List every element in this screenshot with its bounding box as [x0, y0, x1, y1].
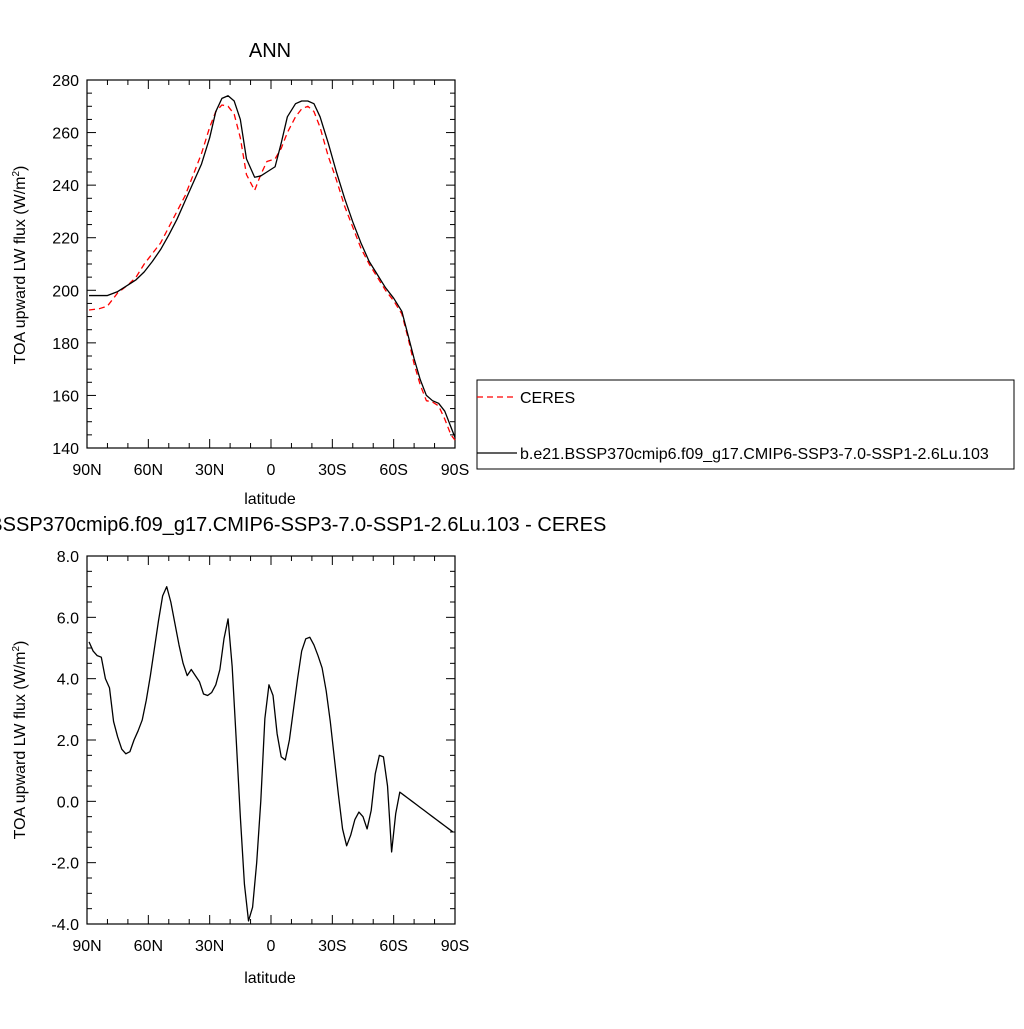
legend: CERES b.e21.BSSP370cmip6.f09_g17.CMIP6-S…: [476, 379, 1015, 470]
bottom-y-label-sup: 2: [11, 646, 22, 652]
top-plot-area: 90N 60N 30N 0 30S 60S 90S 140 160 180 200 220 240 260…: [52, 73, 469, 479]
bottom-chart-title: b.e21.BSSP370cmip6.f09_g17.CMIP6-SSP3-7.…: [0, 514, 606, 536]
bottom-y-tick-label: 0.0: [57, 794, 79, 811]
legend-ceres-label: CERES: [520, 390, 575, 407]
top-y-tick-label: 180: [52, 336, 79, 353]
top-y-tick-label: 280: [52, 73, 79, 90]
top-x-tick-label: 90N: [72, 462, 101, 479]
top-y-tick-label: 140: [52, 441, 79, 458]
bottom-x-tick-label: 90N: [72, 938, 101, 955]
top-y-label-sup: 2: [11, 171, 22, 177]
top-x-tick-label: 90S: [441, 462, 469, 479]
top-y-tick-label: 220: [52, 231, 79, 248]
top-x-tick-label: 30N: [195, 462, 224, 479]
top-x-tick-label: 60N: [134, 462, 163, 479]
bottom-series-line-0: [88, 586, 454, 922]
top-series-line-1: [89, 95, 456, 438]
bottom-plot-frame: [86, 555, 456, 925]
bottom-panel: b.e21.BSSP370cmip6.f09_g17.CMIP6-SSP3-7.…: [0, 514, 606, 987]
top-y-label-tail: ): [12, 166, 29, 171]
bottom-y-label-main: TOA upward LW flux (W/m: [12, 652, 29, 840]
bottom-x-axis-label: latitude: [244, 970, 296, 987]
bottom-x-tick-label: 60S: [379, 938, 407, 955]
top-series-line-0: [88, 104, 456, 441]
legend-model-label: b.e21.BSSP370cmip6.f09_g17.CMIP6-SSP3-7.…: [520, 446, 989, 463]
bottom-y-axis-label: TOA upward LW flux (W/m2): [11, 641, 29, 840]
bottom-x-tick-label: 30S: [318, 938, 346, 955]
bottom-y-tick-label: 2.0: [57, 733, 79, 750]
legend-box: [476, 379, 1015, 470]
bottom-y-tick-label: 8.0: [57, 549, 79, 566]
top-y-tick-label: 160: [52, 388, 79, 405]
top-chart-title: ANN: [249, 40, 291, 62]
bottom-x-tick-label: 0: [267, 938, 276, 955]
top-plot-frame: [86, 79, 456, 449]
top-x-axis-label: latitude: [244, 491, 296, 508]
top-panel: ANN latitude TOA upward LW flux (W/m2) 9…: [11, 40, 469, 508]
bottom-plot-area: 90N 60N 30N 0 30S 60S 90S -4.0 -2.0 0.0 2.0 4.0 6.0 8…: [51, 549, 469, 955]
top-y-tick-label: 240: [52, 178, 79, 195]
top-x-tick-label: 60S: [379, 462, 407, 479]
bottom-x-tick-label: 60N: [134, 938, 163, 955]
top-y-tick-label: 200: [52, 283, 79, 300]
bottom-x-tick-label: 90S: [441, 938, 469, 955]
bottom-x-tick-label: 30N: [195, 938, 224, 955]
top-x-tick-label: 0: [267, 462, 276, 479]
bottom-y-tick-label: -4.0: [51, 917, 79, 934]
bottom-y-tick-label: 6.0: [57, 610, 79, 627]
top-y-axis-label: TOA upward LW flux (W/m2): [11, 166, 29, 365]
bottom-y-label-tail: ): [12, 641, 29, 646]
bottom-y-tick-label: -2.0: [51, 856, 79, 873]
top-y-label-main: TOA upward LW flux (W/m: [12, 177, 29, 365]
top-x-tick-label: 30S: [318, 462, 346, 479]
top-y-tick-label: 260: [52, 126, 79, 143]
bottom-y-tick-label: 4.0: [57, 672, 79, 689]
